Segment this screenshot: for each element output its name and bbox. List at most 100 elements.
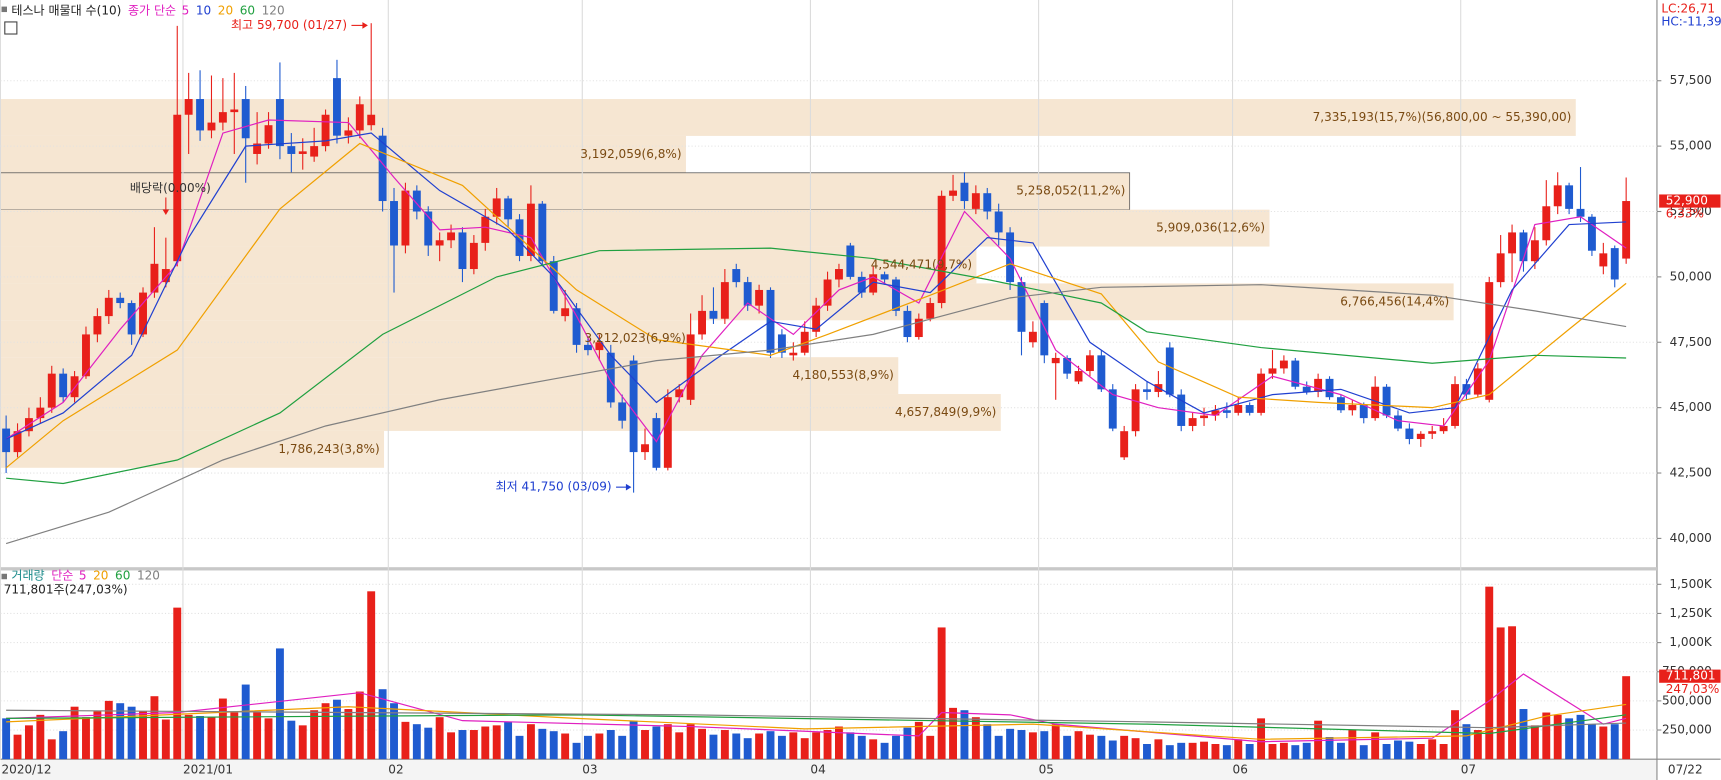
ma-label: 단순: [51, 568, 73, 582]
volume-bar: [1576, 714, 1585, 760]
candle-body: [1017, 282, 1026, 332]
volume-bar: [618, 735, 627, 760]
volume-bar: [1599, 726, 1608, 760]
candle-body: [1416, 433, 1425, 440]
candle-body: [595, 342, 604, 351]
candle-body: [641, 444, 649, 453]
candle-body: [743, 282, 752, 306]
table-icon[interactable]: [4, 21, 18, 35]
candle-body: [1371, 386, 1380, 419]
volume-bar: [1165, 745, 1174, 760]
candle-body: [1245, 405, 1254, 413]
volume-bar: [1006, 728, 1015, 760]
volume-bar: [1325, 737, 1334, 760]
candle-body: [355, 104, 364, 131]
volume-bar: [36, 714, 45, 760]
candle-body: [629, 360, 638, 453]
candle-body: [732, 269, 741, 283]
volume-bar: [1428, 739, 1437, 760]
moving-average-line: [5, 142, 1627, 469]
candle-body: [333, 78, 341, 136]
candle-body: [1485, 282, 1494, 400]
candle-body: [1120, 431, 1129, 458]
candle-body: [1576, 208, 1585, 217]
last-date-label: 07/22: [1668, 763, 1703, 777]
volume-bar: [1462, 724, 1471, 760]
volume-bar: [892, 735, 900, 760]
volume-bar: [333, 699, 341, 760]
volume-bar: [447, 732, 456, 760]
candle-body: [880, 274, 889, 280]
last-price-box: [1659, 194, 1721, 208]
volume-bar: [561, 733, 570, 760]
y-tick-label: 1,250K: [1669, 606, 1712, 620]
legend-entry: 10: [196, 3, 211, 17]
y-tick-label: 55,000: [1670, 139, 1712, 153]
volume-bar: [606, 730, 615, 760]
band-label: 3,192,059(6,8%): [580, 147, 681, 161]
volume-bar: [1097, 735, 1106, 760]
candle-body: [1553, 185, 1562, 207]
legend-entry: 5: [182, 3, 190, 17]
volume-bar: [424, 727, 433, 760]
volume-bar: [1496, 627, 1505, 760]
last-volume-change: 247,03%: [1666, 682, 1720, 696]
candle-body: [1405, 428, 1414, 440]
candle-body: [1325, 378, 1334, 398]
last-price-label: 52,900: [1666, 194, 1708, 208]
volume-bar: [629, 720, 638, 760]
volume-bar: [196, 716, 205, 760]
grid-layer: [0, 0, 1662, 760]
volume-bar: [469, 730, 478, 760]
legend-entry: 60: [240, 3, 255, 17]
high-arrowhead: [362, 22, 368, 29]
candle-body: [1462, 384, 1471, 395]
volume-bar: [743, 738, 752, 760]
candle-body: [47, 373, 56, 408]
volume-bar: [515, 735, 524, 760]
candle-body: [1451, 384, 1459, 426]
volume-bar: [93, 711, 102, 760]
candle-body: [504, 198, 513, 220]
candle-body: [1143, 389, 1151, 392]
candle-body: [287, 146, 296, 154]
band-label: 5,258,052(11,2%): [1016, 184, 1125, 198]
volume-bar: [1279, 742, 1288, 760]
pane-title: 거래량: [11, 568, 44, 582]
y-tick-label: 45,000: [1670, 400, 1712, 414]
volume-bar: [59, 731, 68, 760]
volume-bar: [1040, 731, 1049, 760]
volume-bar: [1519, 709, 1528, 760]
candle-body: [789, 352, 798, 356]
candle-body: [253, 143, 262, 154]
header-icon: [1, 6, 7, 13]
legend-entry: 120: [262, 3, 285, 17]
volume-bar: [1336, 742, 1345, 760]
candle-body: [823, 279, 832, 306]
volume-bar: [971, 717, 980, 760]
event-label: 배당락(0.00%): [130, 181, 211, 195]
candle-body: [1028, 331, 1037, 343]
volume-bar: [698, 728, 706, 760]
candle-body: [618, 402, 627, 421]
candle-body: [698, 310, 706, 335]
moving-average-line: [5, 132, 1627, 440]
volume-bar: [321, 703, 330, 760]
candle-body: [2, 428, 11, 453]
volume-bar: [720, 730, 729, 760]
volume-profile-band: [0, 209, 1270, 247]
candle-body: [492, 198, 501, 217]
volume-profile-band: [0, 99, 1576, 136]
volume-bar: [390, 703, 398, 760]
volume-bar: [857, 735, 866, 760]
candle-body: [161, 269, 170, 283]
volume-bar: [1394, 740, 1402, 760]
volume-bar: [127, 706, 136, 760]
candle-body: [1006, 232, 1015, 283]
volume-summary: 711,801주(247,03%): [4, 583, 128, 597]
volume-bar: [1485, 586, 1494, 760]
volume-bar: [104, 700, 113, 760]
candle-body: [401, 190, 410, 246]
